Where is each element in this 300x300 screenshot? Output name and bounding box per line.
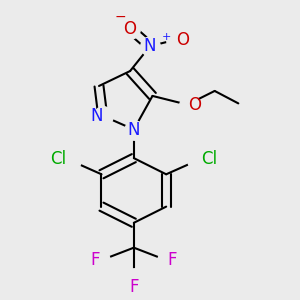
Text: O: O	[176, 31, 189, 49]
Text: F: F	[91, 251, 100, 269]
Text: O: O	[124, 20, 136, 38]
Text: Cl: Cl	[201, 150, 217, 168]
Text: O: O	[189, 96, 202, 114]
Text: F: F	[129, 278, 139, 296]
Text: −: −	[115, 10, 127, 24]
Text: N: N	[144, 37, 156, 55]
Text: N: N	[128, 121, 140, 139]
Text: N: N	[90, 107, 103, 125]
Text: +: +	[162, 32, 171, 42]
Text: Cl: Cl	[50, 150, 67, 168]
Text: F: F	[167, 251, 177, 269]
